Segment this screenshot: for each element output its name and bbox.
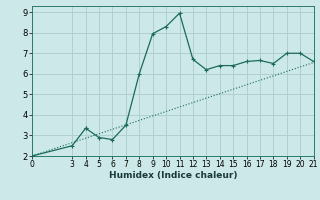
X-axis label: Humidex (Indice chaleur): Humidex (Indice chaleur) bbox=[108, 171, 237, 180]
